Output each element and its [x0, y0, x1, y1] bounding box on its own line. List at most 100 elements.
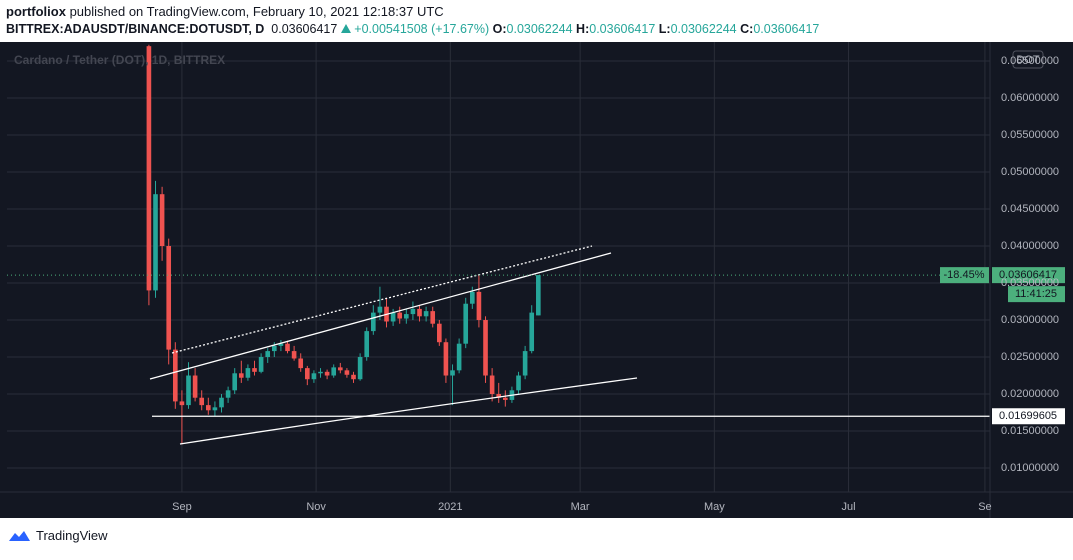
- candle-body: [456, 343, 462, 371]
- candle-body: [186, 375, 191, 406]
- x-tick-label: Nov: [306, 501, 326, 513]
- brand: TradingView: [36, 528, 108, 543]
- candle-body: [318, 371, 323, 374]
- candle-body: [146, 46, 152, 291]
- candle-body: [496, 394, 502, 398]
- candle-body: [324, 371, 330, 376]
- candle-body: [172, 349, 178, 402]
- candle-body: [357, 357, 363, 380]
- candle-body: [516, 375, 521, 391]
- candle-body: [311, 373, 317, 380]
- ohlc-value: 0.03062244: [670, 22, 737, 36]
- countdown-label: 11:41:25: [1015, 288, 1057, 300]
- tradingview-logo: [9, 530, 30, 541]
- candle-body: [338, 367, 343, 371]
- candle-body: [192, 375, 198, 398]
- candle-body: [404, 314, 409, 319]
- candle-body: [305, 368, 310, 380]
- candle-body: [265, 351, 271, 358]
- price-change: +0.00541508 (+17.67%): [354, 22, 490, 36]
- y-tick-label: 0.06000000: [1001, 92, 1059, 104]
- candle-body: [489, 375, 495, 395]
- y-tick-label: 0.04500000: [1001, 203, 1059, 215]
- candle-body: [331, 367, 337, 376]
- candle-body: [371, 312, 376, 332]
- x-tick-label: May: [704, 501, 725, 513]
- change-label: -18.45%: [944, 269, 985, 281]
- candle-body: [252, 368, 257, 372]
- candle-body: [245, 368, 251, 378]
- y-tick-label: 0.05000000: [1001, 166, 1059, 178]
- ohlc-label: C:: [740, 22, 754, 36]
- candle-body: [377, 306, 383, 313]
- candle-body: [417, 308, 422, 317]
- ohlc-label: H:: [576, 22, 590, 36]
- ohlc-value: 0.03606417: [753, 22, 820, 36]
- last-price-box: [992, 267, 1065, 284]
- candle-body: [272, 345, 277, 352]
- candle-body: [410, 308, 416, 315]
- y-tick-label: 0.03500000: [1001, 277, 1059, 289]
- candle-body: [159, 194, 165, 247]
- candle-body: [503, 397, 508, 400]
- channel-line: [149, 252, 612, 380]
- candle-body: [397, 312, 403, 319]
- symbol-badge[interactable]: [1012, 50, 1044, 69]
- candle-body: [443, 342, 449, 376]
- candle-body: [430, 311, 436, 324]
- x-tick-label: Jul: [842, 501, 856, 513]
- candle-body: [470, 291, 475, 304]
- candle-body: [529, 312, 535, 352]
- candle-body: [390, 312, 396, 322]
- candle-body: [291, 351, 297, 359]
- x-tick-label: Se: [978, 501, 991, 513]
- publisher: portfoliox: [6, 4, 66, 19]
- dotted-trend-line: [171, 245, 593, 354]
- y-tick-label: 0.04000000: [1001, 240, 1059, 252]
- change-label-box: [940, 267, 989, 284]
- candle-body: [463, 303, 469, 344]
- candle-body: [483, 320, 488, 376]
- candle-body: [232, 373, 238, 391]
- candle-body: [153, 194, 158, 291]
- candle-body: [199, 397, 205, 406]
- candle-body: [344, 370, 350, 375]
- candle-body: [476, 291, 482, 321]
- ohlc-value: 0.03062244: [506, 22, 573, 36]
- candle-body: [364, 331, 370, 358]
- y-tick-label: 0.05500000: [1001, 129, 1059, 141]
- candle-body: [205, 405, 211, 411]
- ohlc-label: O:: [492, 22, 507, 36]
- y-tick-label: 0.03000000: [1001, 314, 1059, 326]
- candle-body: [166, 246, 172, 350]
- symbol-badge-text: DOT: [1016, 54, 1040, 66]
- publish-line: portfoliox published on TradingView.com,…: [6, 4, 444, 19]
- x-tick-label: Sep: [172, 501, 192, 513]
- last-price-label: 0.03606417: [999, 269, 1057, 281]
- x-tick-label: Mar: [571, 501, 590, 513]
- candle-body: [423, 311, 429, 317]
- horizontal-line-label: 0.01699605: [999, 410, 1057, 422]
- ohlc-value: 0.03606417: [589, 22, 656, 36]
- y-tick-label: 0.01000000: [1001, 462, 1059, 474]
- candle-body: [278, 343, 284, 346]
- candle-body: [285, 343, 290, 352]
- candle-body: [536, 275, 541, 316]
- footer: TradingView: [8, 528, 108, 543]
- symbol-line: BITTREX:ADAUSDT/BINANCE:DOTUSDT, D 0.036…: [6, 22, 819, 36]
- countdown-box: [1008, 286, 1065, 303]
- up-arrow: [340, 24, 351, 33]
- candle-body: [179, 401, 185, 406]
- candle-body: [298, 358, 304, 369]
- candle-body: [351, 374, 356, 380]
- watermark: Cardano / Tether (DOT), 1D, BITTREX: [14, 53, 225, 67]
- ohlc-label: L:: [658, 22, 671, 36]
- y-tick-label: 0.02500000: [1001, 351, 1059, 363]
- y-tick-label: 0.06500000: [1001, 55, 1059, 67]
- x-tick-label: 2021: [438, 501, 462, 513]
- candle-body: [437, 323, 442, 343]
- horizontal-line-box: [992, 408, 1065, 425]
- symbol: BITTREX:ADAUSDT/BINANCE:DOTUSDT, D: [6, 22, 265, 36]
